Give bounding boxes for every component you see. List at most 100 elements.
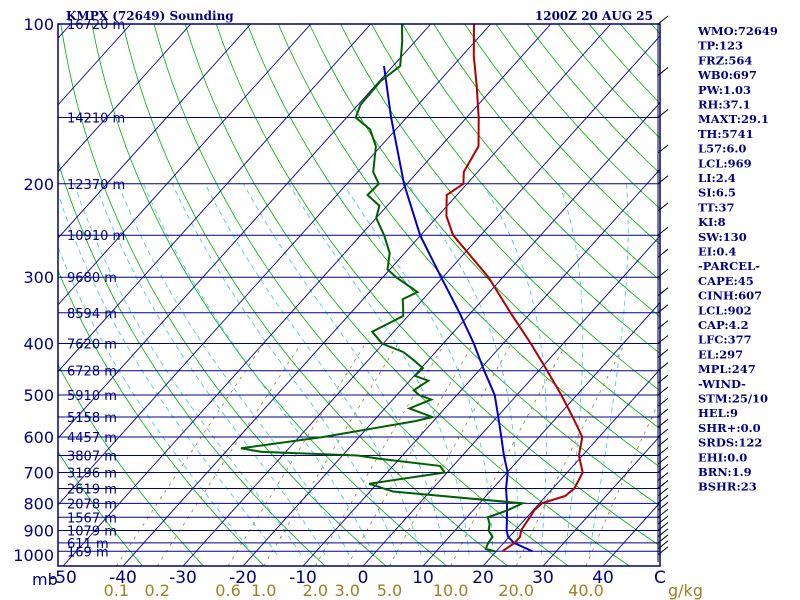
index-entry: SW:130 (698, 230, 747, 244)
index-entry: HEL:9 (698, 406, 738, 420)
mixing-ratio-line (115, 343, 265, 566)
height-label: 7620 m (67, 338, 117, 353)
pressure-tick-label: 200 (23, 175, 54, 194)
pressure-tick-label: 1000 (13, 546, 54, 565)
index-entry: SI:6.5 (698, 186, 736, 200)
dry-adiabat (58, 450, 143, 566)
index-entry: SHR+:0.0 (698, 421, 761, 435)
index-entry: CINH:607 (698, 289, 762, 303)
height-label: 6728 m (67, 365, 117, 380)
temperature-tick-label: 20 (472, 568, 494, 588)
height-label: 4457 m (67, 431, 117, 446)
index-entry: TH:5741 (698, 127, 754, 141)
mixing-ratio-unit-label: g/kg (668, 581, 703, 600)
moist-adiabat (117, 183, 350, 556)
dry-adiabat (122, 24, 508, 566)
index-entry: BRN:1.9 (698, 465, 752, 479)
pressure-tick-label: 700 (23, 464, 54, 483)
index-entry: L57:6.0 (698, 142, 746, 156)
height-label: 10910 m (67, 229, 125, 244)
mixing-ratio-label: 0.6 (215, 581, 240, 600)
isotherm (58, 24, 312, 306)
temperature-tick-label: -10 (289, 568, 317, 588)
mixing-ratio-label: 1.0 (251, 581, 276, 600)
height-label: 3196 m (67, 467, 117, 482)
valid-time: 1200Z 20 AUG 25 (535, 9, 653, 23)
isotherm (122, 24, 612, 566)
dry-adiabat (215, 24, 660, 547)
index-entry: LFC:377 (698, 333, 752, 347)
wind-barb (657, 15, 669, 25)
height-label: 5910 m (67, 389, 117, 404)
height-label: 611 m (67, 537, 109, 552)
dry-adiabat (91, 24, 448, 566)
index-entry: TP:123 (698, 39, 743, 53)
height-label: 8594 m (67, 307, 117, 322)
dry-adiabat (246, 24, 660, 507)
height-label: 3807 m (67, 449, 117, 464)
mixing-ratio-line (515, 343, 625, 566)
index-entry: EL:297 (698, 347, 743, 361)
dry-adiabat (58, 269, 265, 566)
temperature-tick-label: -50 (49, 568, 77, 588)
moist-adiabat (171, 183, 398, 555)
isotherm (58, 24, 252, 239)
index-entry: WMO:72649 (697, 24, 778, 38)
dry-adiabat (371, 24, 660, 355)
height-label: 1567 m (67, 511, 117, 526)
temperature-unit-label: C (654, 568, 666, 588)
mixing-ratio-label: 5.0 (377, 581, 402, 600)
dry-adiabat (58, 363, 204, 566)
pressure-tick-label: 600 (23, 428, 54, 447)
isotherm (542, 435, 660, 566)
isotherm (362, 235, 660, 566)
index-entry: EHI:0.0 (698, 450, 747, 464)
plot-frame (57, 23, 661, 567)
height-label: 2619 m (67, 482, 117, 497)
isotherm (422, 301, 660, 566)
temperature-tick-label: -30 (169, 568, 197, 588)
temperature-tick-label: 0 (358, 568, 369, 588)
axis-labels: 16720 m 14210 m 12370 m 10910 m 9680 m 8594 m… (13, 15, 614, 600)
isotherm (58, 24, 432, 439)
height-label: 16720 m (67, 18, 125, 33)
index-entry: CAP:4.2 (698, 318, 749, 332)
height-label: 12370 m (67, 178, 125, 193)
pressure-tick-label: 100 (23, 15, 54, 34)
isotherm (62, 24, 552, 566)
index-entry: KI:8 (698, 215, 726, 229)
dry-adiabat (340, 24, 660, 392)
isotherm (58, 24, 372, 373)
height-label: 169 m (67, 545, 109, 560)
temperature-tick-label: 30 (532, 568, 554, 588)
isotherm (182, 35, 660, 566)
temperature-tick-label: -20 (229, 568, 257, 588)
height-label: 2078 m (67, 497, 117, 512)
height-label: 1079 m (67, 524, 117, 539)
wind-barbs-column (657, 15, 669, 562)
temperature-profile-line (445, 24, 584, 553)
parcel-profile-line (383, 65, 533, 553)
chart-title: KMPX (72649) Sounding (66, 9, 234, 23)
temperature-tick-label: 10 (412, 568, 434, 588)
height-label: 5158 m (67, 411, 117, 426)
pressure-tick-label: 800 (23, 494, 54, 513)
mixing-ratio-label: 20.0 (498, 581, 534, 600)
isotherm (242, 101, 660, 566)
index-entry: -WIND- (698, 377, 746, 391)
index-entry: EI:0.4 (698, 245, 736, 259)
index-entry: LI:2.4 (698, 171, 736, 185)
index-entry: TT:37 (698, 200, 735, 214)
mixing-ratio-label: 0.1 (104, 581, 129, 600)
profile-lines (240, 24, 584, 553)
mixing-ratio-label: 10.0 (433, 581, 469, 600)
index-entry: LCL:902 (698, 303, 752, 317)
grid-lines (58, 24, 660, 566)
index-entry: PW:1.03 (698, 83, 751, 97)
isotherm (302, 168, 660, 566)
temperature-tick-label: -40 (109, 568, 137, 588)
pressure-unit-label: mb (32, 570, 58, 589)
mixing-ratio-label: 2.0 (303, 581, 328, 600)
index-entry: -PARCEL- (698, 259, 760, 273)
